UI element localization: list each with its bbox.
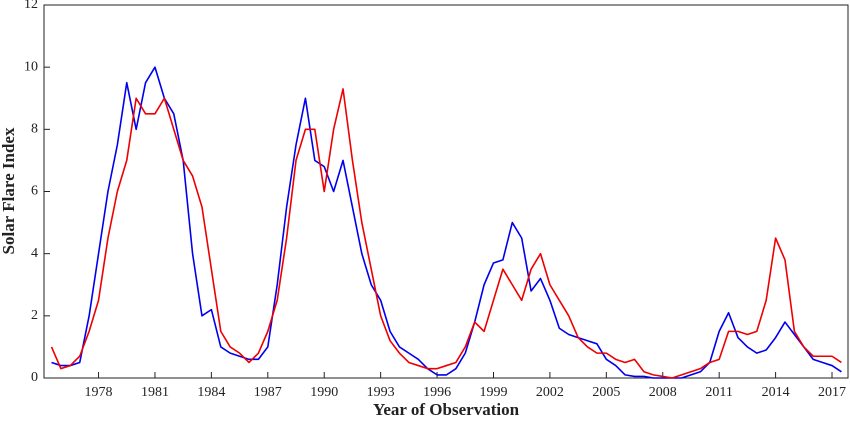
data-line [50, 88, 842, 379]
y-tick-label: 4 [31, 246, 38, 261]
y-tick-label: 8 [31, 122, 38, 137]
plot-frame [43, 4, 849, 379]
x-tick-label: 1999 [479, 385, 507, 400]
x-tick-label: 1981 [141, 385, 169, 400]
x-tick-label: 1978 [85, 385, 113, 400]
y-tick-label: 10 [24, 59, 38, 74]
x-tick-label: 1990 [310, 385, 338, 400]
x-tick-label: 2011 [705, 385, 732, 400]
x-tick-label: 1993 [367, 385, 395, 400]
x-tick-label: 1987 [254, 385, 282, 400]
y-tick-label: 2 [31, 308, 38, 323]
x-tick-label: 1984 [197, 385, 225, 400]
y-axis-title: Solar Flare Index [0, 127, 18, 254]
data-line [51, 66, 842, 379]
y-tick-label: 12 [24, 0, 38, 12]
x-tick-label: 1996 [423, 385, 451, 400]
x-tick-label: 2008 [649, 385, 677, 400]
x-tick-label: 2002 [536, 385, 564, 400]
x-tick-label: 2017 [818, 385, 846, 400]
y-tick-label: 0 [31, 370, 38, 385]
x-tick-label: 2014 [762, 385, 790, 400]
y-tick-label: 6 [31, 184, 38, 199]
x-axis-title: Year of Observation [373, 400, 520, 419]
x-tick-label: 2005 [592, 385, 620, 400]
